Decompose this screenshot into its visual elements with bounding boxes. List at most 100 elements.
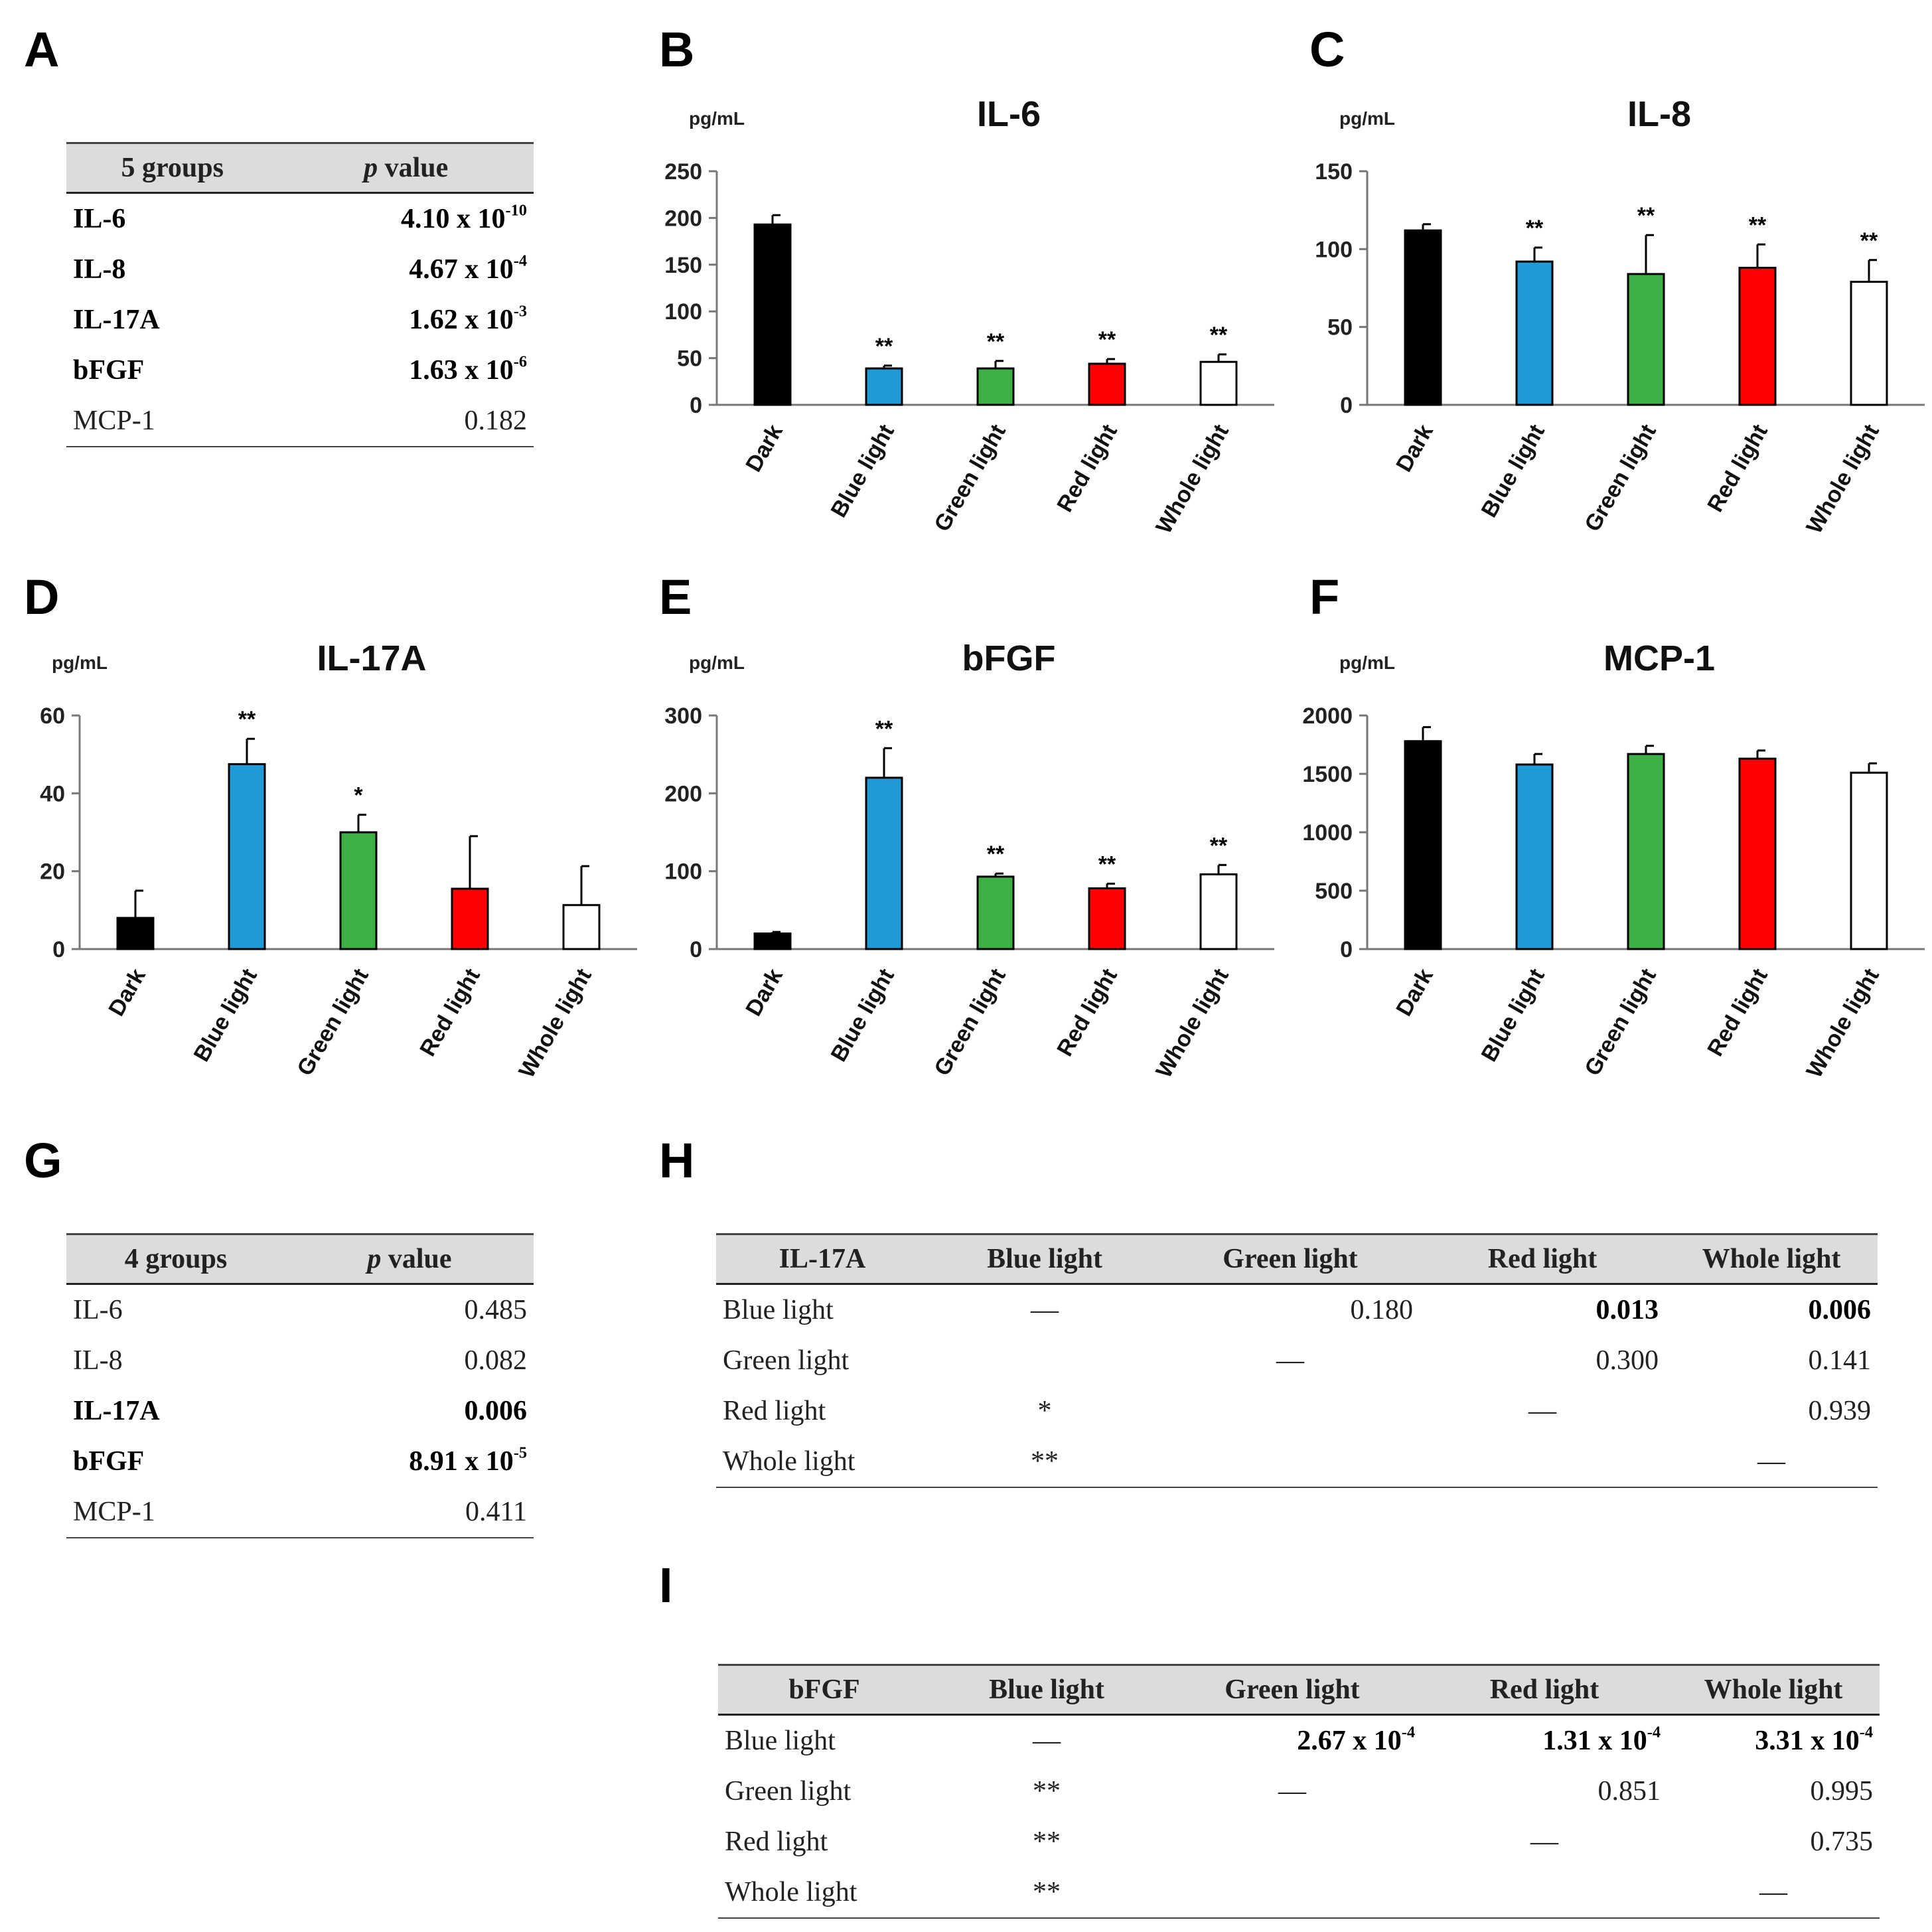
table-row: IL-8 4.67 x 10-4: [66, 244, 534, 295]
row-name: bFGF: [73, 355, 145, 386]
bar-blue-light: [1515, 260, 1554, 406]
p-value-exponent: -4: [1401, 1723, 1415, 1742]
y-tick-label: 0: [690, 937, 702, 962]
cell-green-light: [1161, 1436, 1420, 1488]
bar-whole-light: [1850, 771, 1888, 950]
x-category-label: Whole light: [1151, 964, 1234, 1082]
row-name: Blue light: [725, 1726, 836, 1756]
x-category-label: Blue light: [826, 420, 899, 522]
bar-red-light: [451, 887, 489, 950]
table-row: bFGF 8.91 x 10-5: [66, 1436, 534, 1487]
table-header-blue-light: Blue light: [930, 1664, 1163, 1716]
y-tick-label: 40: [40, 781, 65, 806]
chart-bfgf: bFGF pg/mL 0 100 200 300 Dark ** Blue light ** Gre…: [664, 638, 1274, 1082]
x-category-label: Blue light: [189, 964, 262, 1066]
table-i-body: Blue light —2.67 x 10-4 1.31 x 10-4 3.31 x …: [718, 1715, 1880, 1919]
row-name: IL-6: [73, 1295, 123, 1325]
y-axis-unit-label: pg/mL: [689, 108, 745, 129]
p-value: 0.411: [285, 1487, 534, 1538]
p-value-base: 8.91 x 10: [409, 1446, 514, 1477]
y-tick-label: 100: [664, 299, 702, 325]
chart-title: bFGF: [962, 638, 1056, 678]
p-value-exponent: -6: [513, 352, 527, 371]
p-value: 1.62 x 10-3: [278, 295, 534, 345]
bar-red-light: [1738, 757, 1777, 950]
p-value-base: 1.63 x 10: [409, 355, 514, 386]
cell-whole-light: 0.939: [1808, 1396, 1872, 1426]
x-category-label: Red light: [1702, 420, 1773, 516]
bar-dark: [1404, 229, 1442, 406]
panel-label-d: D: [24, 569, 60, 625]
cell-whole-light: 0.006: [1808, 1295, 1872, 1325]
chart-il6: IL-6 pg/mL 0 50 100 150 200 250 Dark ** Blue light…: [664, 94, 1274, 538]
bar-dark: [1404, 740, 1442, 950]
table-header-corner: bFGF: [718, 1664, 930, 1716]
cell-green-light: 2.67 x 10-4: [1163, 1715, 1422, 1767]
table-row: Whole light ** —: [716, 1436, 1878, 1488]
significance-marker: **: [987, 329, 1005, 354]
chart-title: IL-8: [1627, 94, 1691, 134]
table-a-5-groups-p-values: 5 groups p value IL-6 4.10 x 10-10 IL-8 4.6…: [66, 142, 534, 447]
y-tick-label: 2000: [1302, 704, 1353, 729]
y-tick-label: 1500: [1302, 762, 1353, 787]
row-name: Red light: [723, 1396, 826, 1426]
cell-red-light: 1.31 x 10-4: [1422, 1715, 1667, 1767]
x-category-label: Dark: [741, 964, 788, 1021]
cell-green-light: [1163, 1817, 1422, 1867]
y-tick-label: 100: [664, 859, 702, 885]
cell-blue-light: *: [1037, 1396, 1052, 1426]
cell-green-light: —: [1278, 1776, 1306, 1807]
table-row: Blue light — 0.180 0.013 0.006: [716, 1284, 1878, 1336]
row-name: Green light: [725, 1776, 852, 1807]
cell-whole-light: 0.735: [1810, 1826, 1874, 1857]
p-value: 4.67 x 10-4: [278, 244, 534, 295]
y-axis-unit-label: pg/mL: [1339, 652, 1395, 673]
significance-marker: **: [1210, 833, 1228, 858]
table-g-4-groups-p-values: 4 groups p value IL-6 0.485 IL-8 0.082 IL-17…: [66, 1233, 534, 1538]
cell-green-light: [1161, 1386, 1420, 1436]
p-value-exponent: -4: [1647, 1723, 1661, 1742]
table-header-groups: 4 groups: [66, 1233, 285, 1285]
table-g-body: IL-6 0.485 IL-8 0.082 IL-17A 0.006 bFGF 8.91 x …: [66, 1284, 534, 1538]
y-tick-label: 200: [664, 206, 702, 231]
table-header-red-light: Red light: [1420, 1233, 1665, 1285]
table-row: IL-6 4.10 x 10-10: [66, 193, 534, 245]
bar-dark: [753, 932, 792, 950]
p-value-exponent: -5: [513, 1444, 527, 1462]
x-category-label: Green light: [292, 964, 374, 1080]
table-row: IL-6 0.485: [66, 1284, 534, 1336]
row-name: MCP-1: [66, 396, 279, 447]
y-tick-label: 0: [1340, 937, 1353, 962]
panel-label-g: G: [24, 1133, 62, 1188]
y-tick-label: 50: [677, 346, 702, 372]
panel-label-i: I: [659, 1558, 673, 1613]
bar-red-light: [1738, 266, 1777, 406]
p-value-exponent: -4: [1859, 1723, 1873, 1742]
table-row: Whole light ** —: [718, 1867, 1880, 1919]
table-h-il17a-pairwise: IL-17A Blue light Green light Red light …: [716, 1233, 1878, 1488]
significance-marker: **: [875, 334, 893, 359]
y-tick-label: 0: [1340, 393, 1353, 418]
bar-whole-light: [1199, 360, 1238, 406]
significance-marker: *: [354, 783, 363, 808]
x-category-label: Dark: [1391, 964, 1438, 1021]
cell-blue-light: **: [929, 1436, 1161, 1488]
row-name: MCP-1: [66, 1487, 285, 1538]
bar-green-light: [1627, 753, 1665, 950]
bar-green-light: [339, 831, 378, 950]
x-category-label: Dark: [104, 964, 151, 1021]
bar-whole-light: [1850, 281, 1888, 406]
bar-red-light: [1088, 887, 1126, 950]
x-category-label: Dark: [741, 420, 788, 477]
row-name: Whole light: [718, 1867, 930, 1919]
significance-marker: **: [1749, 212, 1767, 238]
x-category-label: Dark: [1391, 420, 1438, 477]
significance-marker: **: [1210, 323, 1228, 348]
y-tick-label: 0: [52, 937, 65, 962]
p-value: 0.485: [464, 1295, 528, 1325]
x-category-label: Green light: [929, 964, 1011, 1080]
table-header-red-light: Red light: [1422, 1664, 1667, 1716]
y-tick-label: 150: [1315, 159, 1353, 185]
cell-red-light: —: [1528, 1396, 1556, 1426]
bar-whole-light: [562, 904, 601, 950]
